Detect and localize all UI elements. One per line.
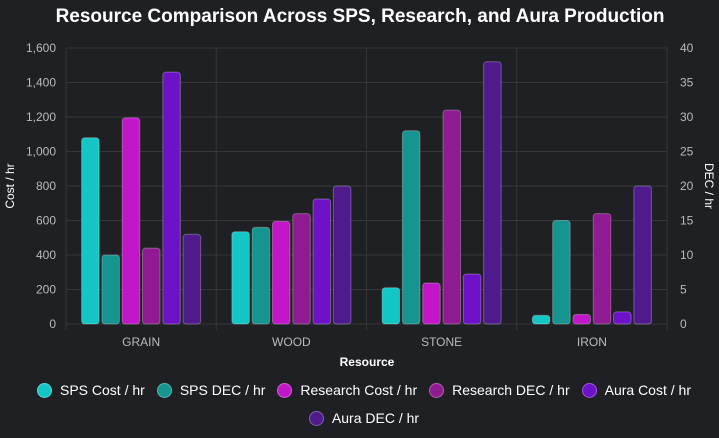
- y-left-tick-label: 1,400: [26, 76, 56, 90]
- bar[interactable]: [142, 247, 161, 325]
- legend-label: Aura DEC / hr: [331, 410, 420, 426]
- y-right-tick-label: 25: [680, 145, 694, 159]
- y-left-tick-label: 800: [36, 179, 56, 193]
- bar[interactable]: [121, 117, 141, 325]
- legend-label: Aura Cost / hr: [604, 382, 691, 398]
- bar[interactable]: [531, 314, 551, 325]
- bar[interactable]: [572, 314, 591, 325]
- legend-item[interactable]: Aura Cost / hr: [581, 380, 691, 400]
- y-right-tick-label: 0: [680, 317, 687, 331]
- y-left-tick-label: 400: [36, 248, 56, 262]
- y-right-tick-label: 15: [680, 214, 694, 228]
- legend-item[interactable]: Research Cost / hr: [277, 380, 417, 400]
- y-left-tick-label: 600: [36, 214, 56, 228]
- bar[interactable]: [422, 282, 441, 325]
- bar[interactable]: [592, 213, 612, 325]
- bar[interactable]: [251, 226, 271, 325]
- bar[interactable]: [332, 185, 352, 325]
- bar[interactable]: [292, 213, 311, 325]
- axes: 0 200 400 600 800 1,000 1,200 1,400 1,600 0 5 10 15 2…: [26, 41, 694, 349]
- x-tick-label: WOOD: [272, 335, 311, 349]
- bar[interactable]: [101, 254, 120, 325]
- legend-swatch: [156, 382, 172, 398]
- y-left-tick-label: 0: [49, 317, 56, 331]
- legend: SPS Cost / hr SPS DEC / hr Research Cost /…: [30, 380, 710, 428]
- legend-swatch: [581, 382, 597, 398]
- bar[interactable]: [162, 71, 181, 325]
- bar[interactable]: [182, 233, 202, 325]
- chart-title: Resource Comparison Across SPS, Research…: [56, 6, 665, 27]
- bars: [81, 61, 652, 325]
- bar[interactable]: [381, 287, 401, 325]
- legend-swatch: [429, 382, 445, 398]
- y-right-tick-label: 40: [680, 41, 694, 55]
- x-tick-label: STONE: [421, 335, 462, 349]
- legend-item[interactable]: Aura DEC / hr: [308, 408, 420, 428]
- bar[interactable]: [271, 220, 291, 325]
- bar[interactable]: [462, 273, 482, 325]
- y-right-tick-label: 20: [680, 179, 694, 193]
- legend-label: Research DEC / hr: [452, 382, 570, 398]
- legend-swatch: [277, 382, 293, 398]
- y-left-tick-label: 1,600: [26, 41, 56, 55]
- bar[interactable]: [613, 311, 632, 325]
- legend-label: SPS Cost / hr: [60, 382, 145, 398]
- y-left-tick-label: 1,000: [26, 145, 56, 159]
- y-left-tick-label: 200: [36, 283, 56, 297]
- y-axis-right-title: DEC / hr: [702, 163, 716, 209]
- x-axis-title: Resource: [340, 355, 395, 369]
- legend-item[interactable]: Research DEC / hr: [429, 380, 570, 400]
- y-right-tick-label: 10: [680, 248, 694, 262]
- legend-item[interactable]: SPS DEC / hr: [156, 380, 266, 400]
- bar[interactable]: [442, 109, 462, 325]
- y-right-tick-label: 5: [680, 283, 687, 297]
- y-axis-left-title: Cost / hr: [3, 163, 17, 208]
- x-tick-label: GRAIN: [122, 335, 160, 349]
- y-right-tick-label: 30: [680, 110, 694, 124]
- legend-swatch: [37, 382, 52, 398]
- bar[interactable]: [552, 220, 571, 325]
- bar[interactable]: [633, 185, 652, 325]
- bar[interactable]: [483, 61, 502, 325]
- legend-label: SPS DEC / hr: [179, 382, 266, 398]
- y-right-tick-label: 35: [680, 76, 694, 90]
- bar[interactable]: [81, 137, 100, 325]
- bar[interactable]: [401, 130, 421, 325]
- legend-swatch: [308, 410, 324, 426]
- y-left-tick-label: 1,200: [26, 110, 56, 124]
- x-tick-label: IRON: [577, 335, 607, 349]
- bar[interactable]: [312, 198, 332, 325]
- bar[interactable]: [231, 231, 250, 325]
- legend-item[interactable]: SPS Cost / hr: [37, 380, 145, 400]
- legend-label: Research Cost / hr: [300, 382, 418, 398]
